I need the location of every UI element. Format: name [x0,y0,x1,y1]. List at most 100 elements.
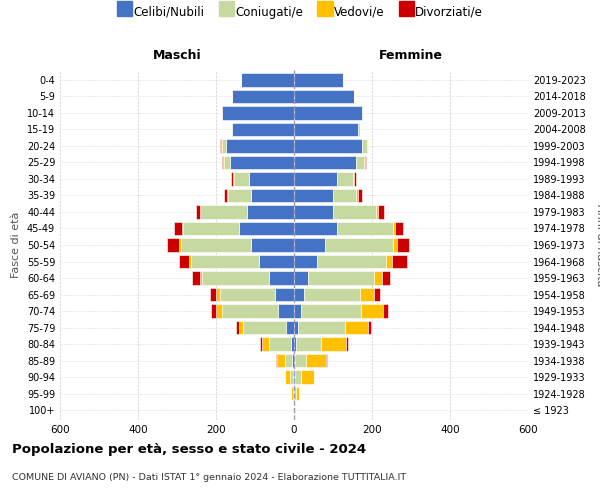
Text: Femmine: Femmine [379,48,443,62]
Bar [222,106,294,120]
Bar [167,238,179,252]
Bar [200,271,202,285]
Bar [200,205,247,219]
Text: COMUNE DI AVIANO (PN) - Dati ISTAT 1° gennaio 2024 - Elaborazione TUTTITALIA.IT: COMUNE DI AVIANO (PN) - Dati ISTAT 1° ge… [12,472,406,482]
Bar [220,288,275,302]
Bar [294,370,295,384]
Bar [382,271,389,285]
Bar [307,354,326,368]
Bar [241,73,294,86]
Bar [183,222,239,235]
Bar [182,222,183,235]
Bar [286,370,290,384]
Bar [295,387,296,400]
Bar [290,370,293,384]
Bar [224,156,230,169]
Bar [394,222,395,235]
Bar [295,370,301,384]
Bar [259,254,294,268]
Bar [295,354,307,368]
Bar [286,321,294,334]
Bar [226,139,294,152]
Bar [392,254,407,268]
Bar [291,387,293,400]
Bar [294,222,337,235]
Bar [294,304,301,318]
Bar [231,172,233,186]
Bar [275,288,294,302]
Bar [294,172,337,186]
Bar [294,156,356,169]
Bar [333,205,376,219]
Bar [364,156,365,169]
Bar [304,288,360,302]
Bar [260,338,262,351]
Bar [383,304,388,318]
Bar [294,188,333,202]
Bar [365,156,366,169]
Bar [277,354,284,368]
Bar [210,288,216,302]
Bar [233,172,249,186]
Bar [276,354,277,368]
Bar [232,90,294,103]
Bar [227,188,228,202]
Bar [211,304,216,318]
Bar [222,304,278,318]
Bar [239,222,294,235]
Bar [251,238,294,252]
Bar [344,321,368,334]
Bar [244,321,286,334]
Bar [301,304,361,318]
Bar [353,172,356,186]
Bar [221,106,222,120]
Bar [294,321,298,334]
Bar [294,288,304,302]
Bar [376,205,378,219]
Bar [294,122,358,136]
Bar [333,188,356,202]
Bar [294,338,296,351]
Bar [374,271,382,285]
Bar [397,238,409,252]
Bar [374,288,380,302]
Bar [294,106,362,120]
Bar [222,156,223,169]
Bar [294,271,308,285]
Bar [294,254,317,268]
Bar [191,254,259,268]
Bar [179,254,188,268]
Bar [326,354,327,368]
Bar [298,321,344,334]
Bar [269,338,291,351]
Bar [235,321,239,334]
Bar [294,90,355,103]
Bar [325,238,394,252]
Bar [301,370,314,384]
Bar [221,139,222,152]
Y-axis label: Anni di nascita: Anni di nascita [595,204,600,286]
Bar [294,354,295,368]
Bar [356,156,364,169]
Bar [317,254,386,268]
Bar [361,304,383,318]
Legend: Celibi/Nubili, Coniugati/e, Vedovi/e, Divorziati/e: Celibi/Nubili, Coniugati/e, Vedovi/e, Di… [117,6,483,19]
Bar [251,188,294,202]
Bar [294,205,333,219]
Bar [360,288,374,302]
Y-axis label: Fasce di età: Fasce di età [11,212,21,278]
Bar [181,238,251,252]
Bar [223,156,224,169]
Bar [294,238,325,252]
Bar [321,338,346,351]
Bar [294,139,362,152]
Bar [292,354,294,368]
Bar [216,304,222,318]
Bar [239,321,244,334]
Bar [337,172,353,186]
Bar [337,222,394,235]
Bar [269,271,294,285]
Bar [308,271,374,285]
Bar [232,122,294,136]
Text: Maschi: Maschi [152,48,202,62]
